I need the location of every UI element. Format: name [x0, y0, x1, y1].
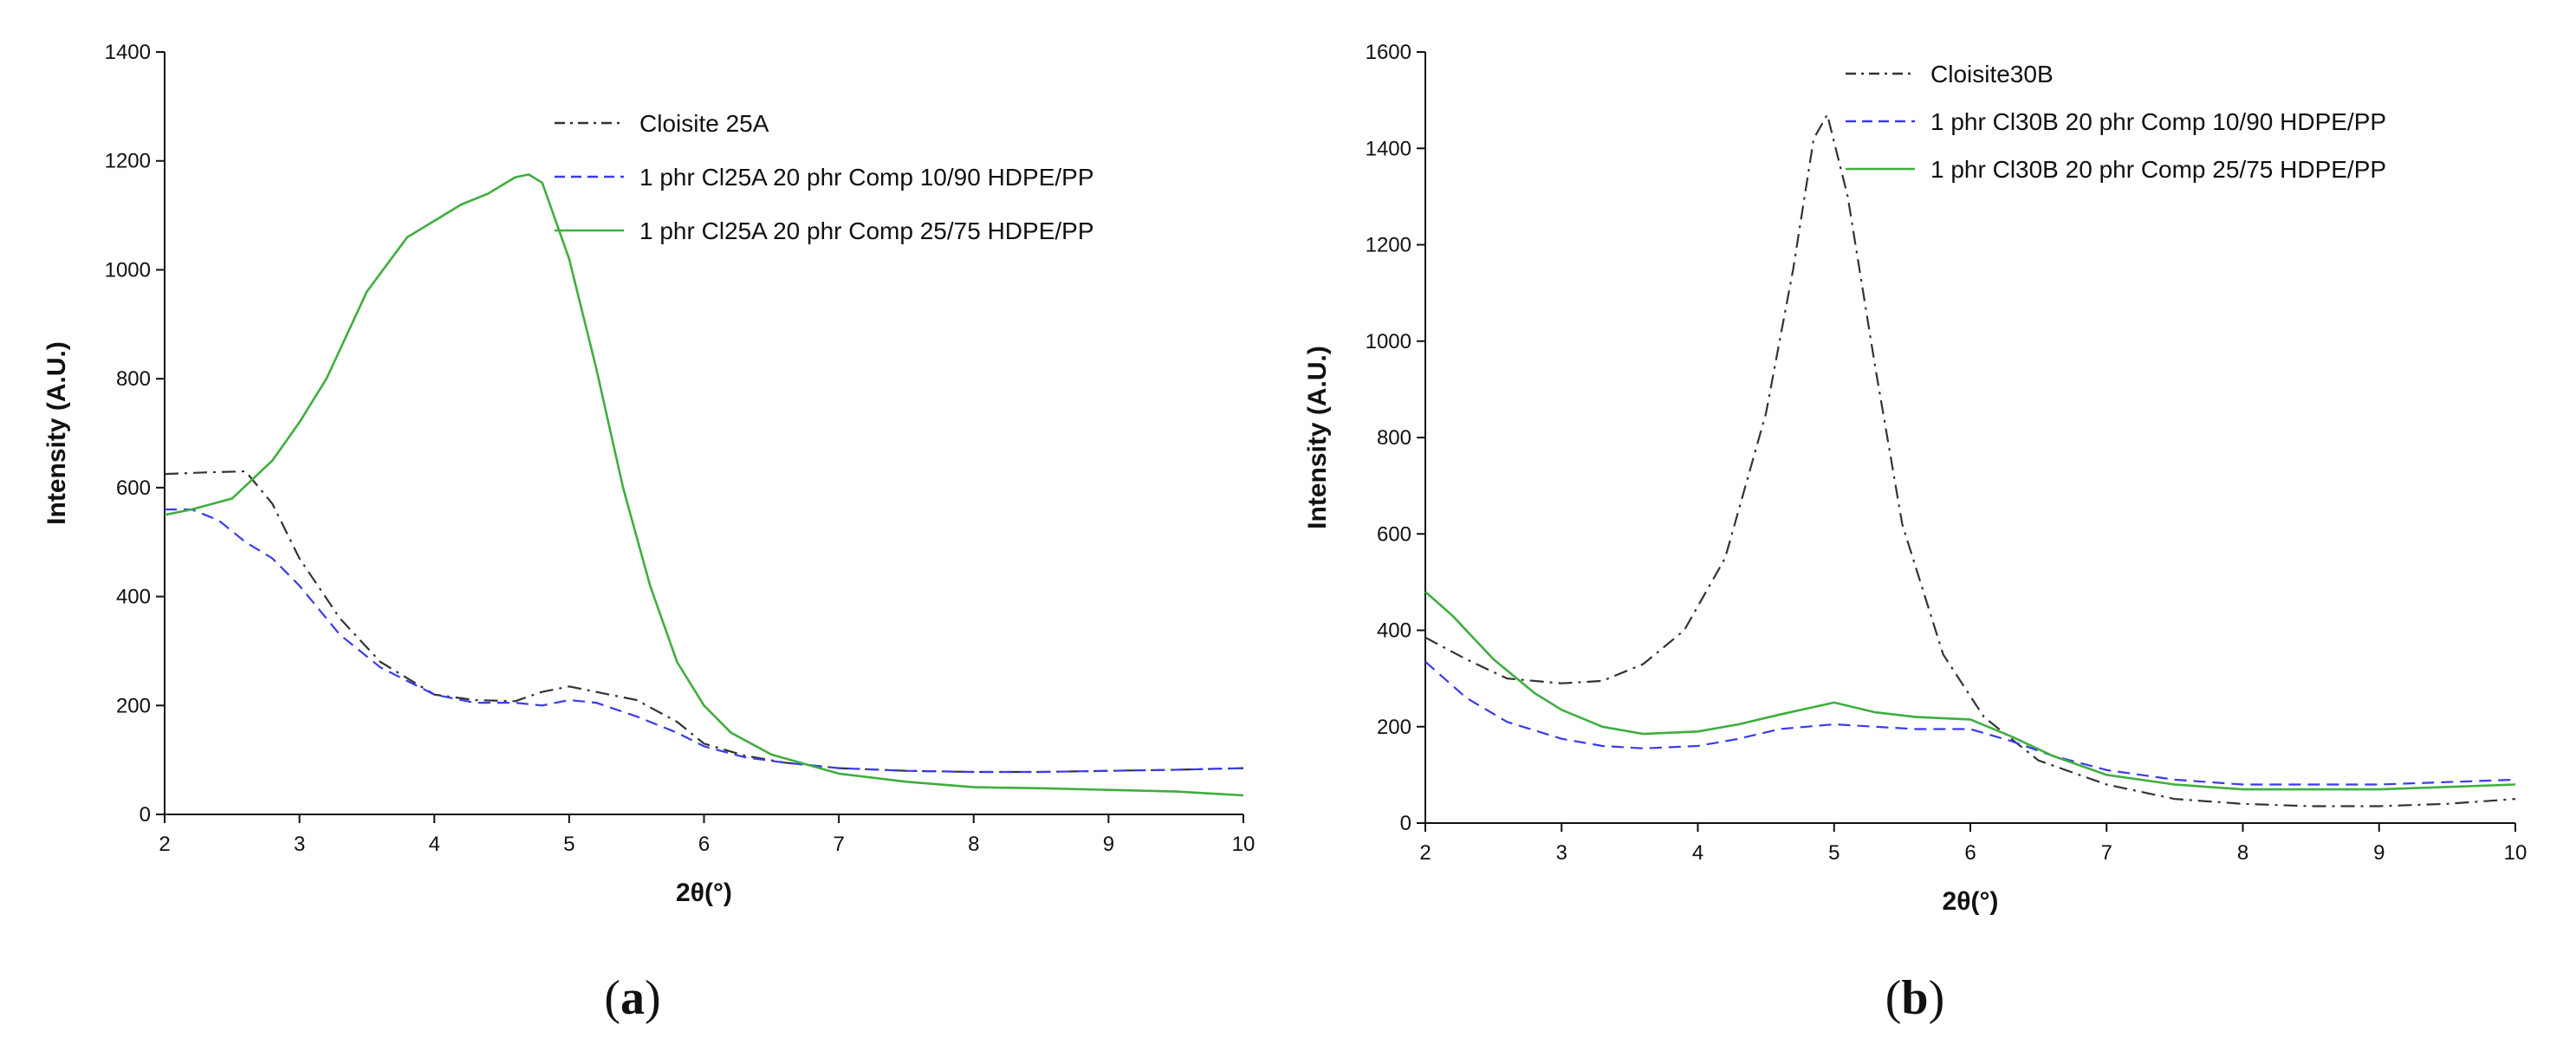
legend-label-2: 1 phr Cl25A 20 phr Comp 10/90 HDPE/PP: [639, 164, 1094, 191]
x-tick-label: 10: [1232, 833, 1256, 856]
x-tick-label: 3: [1556, 841, 1567, 865]
y-tick-label: 1000: [105, 258, 151, 282]
y-tick-label: 600: [116, 477, 151, 500]
x-tick-label: 10: [2504, 841, 2527, 865]
x-tick-label: 4: [1692, 841, 1703, 865]
y-tick-label: 200: [116, 694, 151, 717]
x-tick-label: 4: [429, 833, 440, 856]
y-tick-label: 400: [1377, 619, 1411, 643]
y-tick-label: 0: [1400, 812, 1411, 835]
y-tick-label: 200: [1377, 716, 1411, 739]
y-tick-label: 800: [116, 367, 151, 391]
series-line-3: [1424, 591, 2516, 791]
legend-label-1: Cloisite30B: [1930, 61, 2054, 88]
series-line-1: [1424, 113, 2516, 807]
y-tick-label: 600: [1377, 522, 1411, 546]
x-tick-label: 6: [1964, 841, 1976, 865]
y-tick-label: 1400: [1366, 137, 1411, 160]
y-tick-label: 1000: [1366, 330, 1411, 353]
series-line-2: [1424, 660, 2516, 786]
panel-label: (a): [604, 971, 660, 1025]
y-tick-label: 400: [116, 586, 151, 609]
x-tick-label: 7: [833, 833, 844, 856]
legend-label-2: 1 phr Cl30B 20 phr Comp 10/90 HDPE/PP: [1930, 108, 2386, 135]
x-axis-title: 2θ(°): [676, 879, 732, 907]
y-tick-label: 1400: [105, 41, 151, 64]
x-tick-label: 8: [968, 833, 979, 856]
y-axis-title: Intensity (A.U.): [1303, 346, 1332, 529]
series-line-1: [164, 470, 1244, 774]
x-tick-label: 5: [1828, 841, 1840, 865]
x-tick-label: 2: [1419, 841, 1431, 865]
x-tick-label: 5: [563, 833, 574, 856]
series-line-3: [164, 173, 1244, 797]
y-tick-label: 0: [140, 803, 151, 827]
x-tick-label: 7: [2101, 841, 2112, 865]
x-tick-label: 8: [2237, 841, 2248, 865]
y-tick-label: 1200: [1366, 234, 1411, 257]
chart-panel-b: 0 200 400 600 800 1000 1200 1400 1600 2 3 4 5 6 7 8 9 10 I…: [1303, 41, 2527, 1025]
x-tick-label: 2: [159, 833, 170, 856]
panel-label: (b): [1885, 971, 1944, 1025]
y-tick-label: 1200: [105, 150, 151, 173]
x-tick-label: 6: [698, 833, 710, 856]
series-line-2: [165, 508, 1244, 774]
x-axis-title: 2θ(°): [1943, 887, 1999, 916]
x-tick-label: 3: [294, 833, 305, 856]
y-tick-label: 800: [1377, 426, 1411, 450]
legend-label-1: Cloisite 25A: [639, 110, 769, 137]
y-axis-title: Intensity (A.U.): [42, 341, 71, 525]
x-tick-label: 9: [2373, 841, 2385, 865]
x-tick-label: 9: [1103, 833, 1114, 856]
legend-label-3: 1 phr Cl30B 20 phr Comp 25/75 HDPE/PP: [1930, 156, 2386, 183]
legend-label-3: 1 phr Cl25A 20 phr Comp 25/75 HDPE/PP: [639, 217, 1094, 244]
chart-panel-a: 0 200 400 600 800 1000 1200 1400 2 3 4 5 6 7 8 9 10 Inten…: [42, 41, 1255, 1025]
y-tick-label: 1600: [1366, 41, 1411, 64]
